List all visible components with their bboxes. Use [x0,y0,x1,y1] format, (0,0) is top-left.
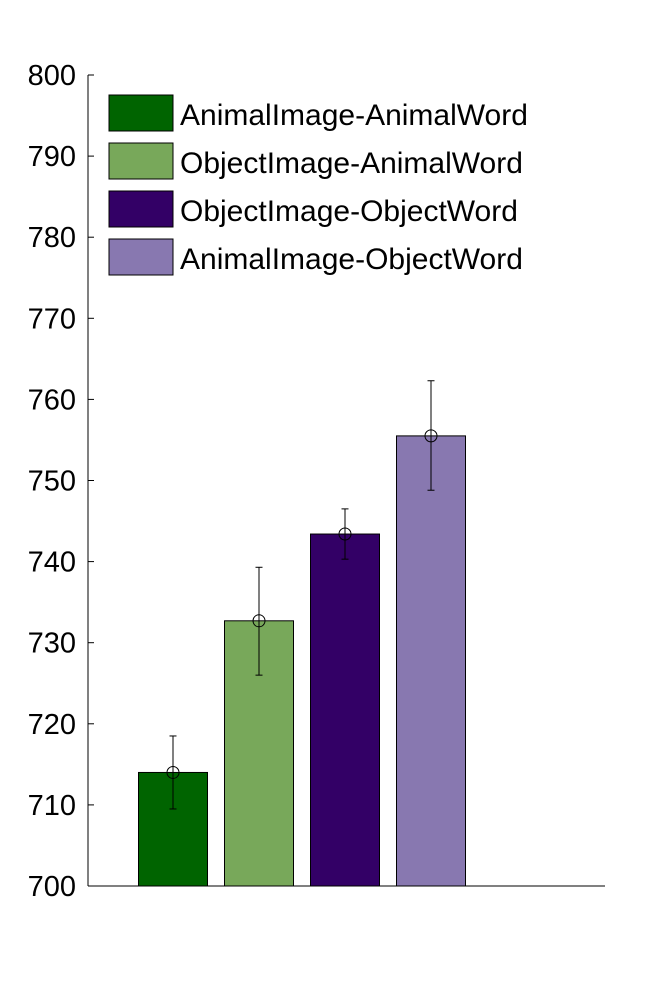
legend: AnimalImage-AnimalWord ObjectImage-Animal… [108,94,528,276]
y-tick-label: 780 [28,222,76,254]
legend-label: ObjectImage-ObjectWord [180,195,518,228]
legend-swatch [108,142,174,180]
legend-label: AnimalImage-ObjectWord [180,243,523,276]
mean-marker [166,765,180,779]
y-tick-label: 710 [28,790,76,822]
mean-marker [338,527,352,541]
y-tick-label: 750 [28,466,76,498]
y-tick-label: 730 [28,628,76,660]
legend-swatch [108,94,174,132]
legend-swatch [108,190,174,228]
y-tick-label: 700 [28,871,76,903]
y-tick-label: 760 [28,384,76,416]
legend-swatch [108,238,174,276]
y-tick-label: 740 [28,547,76,579]
bar-3 [310,533,380,887]
y-tick-label: 770 [28,303,76,335]
bar-4 [396,435,466,887]
mean-marker [424,429,438,443]
legend-label: ObjectImage-AnimalWord [180,147,523,180]
y-tick-label: 800 [28,60,76,92]
y-ticks-group: 700 710 720 730 740 750 760 770 780 790 800 [28,60,94,903]
bars-group [138,435,466,887]
legend-label: AnimalImage-AnimalWord [180,99,528,132]
mean-marker [252,614,266,628]
y-tick-label: 790 [28,141,76,173]
error-bars-group [166,380,438,810]
y-tick-label: 720 [28,709,76,741]
